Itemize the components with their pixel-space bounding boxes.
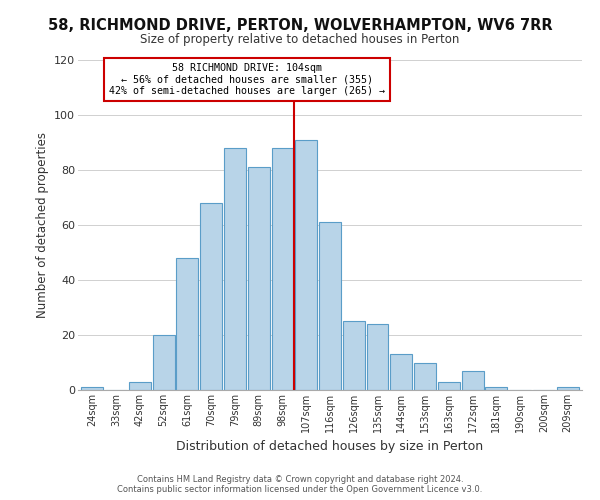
Bar [319,222,341,390]
Bar [129,382,151,390]
Bar [462,371,484,390]
Bar [248,167,269,390]
Bar [200,203,222,390]
Text: 58, RICHMOND DRIVE, PERTON, WOLVERHAMPTON, WV6 7RR: 58, RICHMOND DRIVE, PERTON, WOLVERHAMPTO… [47,18,553,32]
Bar [176,258,198,390]
Bar [224,148,246,390]
Bar [343,322,365,390]
Text: Contains HM Land Registry data © Crown copyright and database right 2024.
Contai: Contains HM Land Registry data © Crown c… [118,474,482,494]
Bar [391,354,412,390]
Text: Size of property relative to detached houses in Perton: Size of property relative to detached ho… [140,32,460,46]
Bar [272,148,293,390]
Bar [414,362,436,390]
Bar [295,140,317,390]
Bar [367,324,388,390]
Bar [438,382,460,390]
X-axis label: Distribution of detached houses by size in Perton: Distribution of detached houses by size … [176,440,484,454]
Y-axis label: Number of detached properties: Number of detached properties [35,132,49,318]
Bar [557,387,578,390]
Text: 58 RICHMOND DRIVE: 104sqm
← 56% of detached houses are smaller (355)
42% of semi: 58 RICHMOND DRIVE: 104sqm ← 56% of detac… [109,62,385,96]
Bar [82,387,103,390]
Bar [485,387,508,390]
Bar [152,335,175,390]
